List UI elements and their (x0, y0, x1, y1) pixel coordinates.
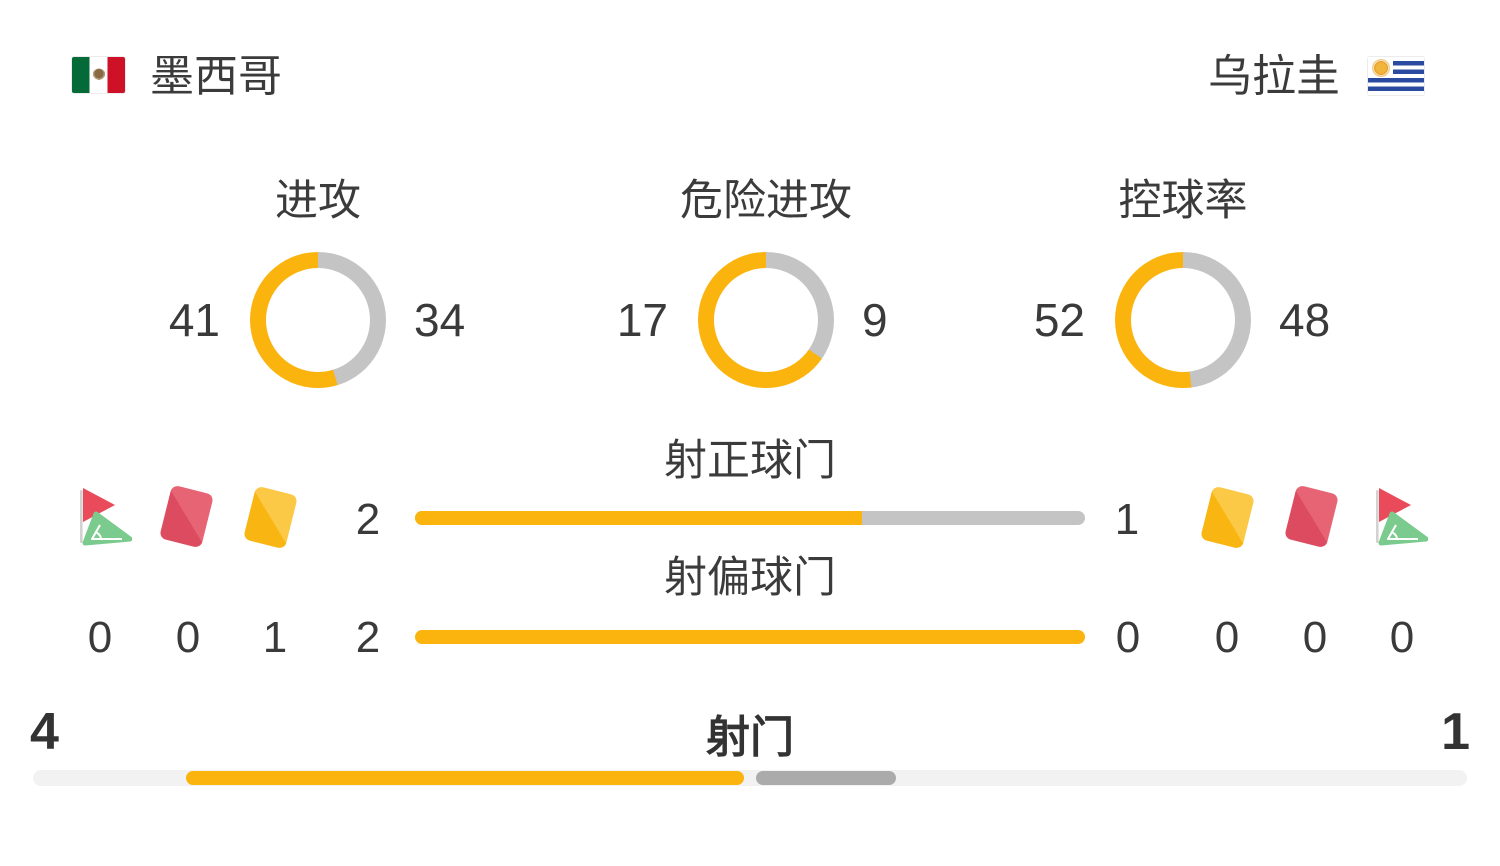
corner-flag-icon (80, 488, 132, 546)
stat-title-shots-off-target: 射偏球门 (664, 554, 836, 602)
away-yellow-cards-count: 0 (1214, 613, 1240, 662)
shots-bar-home-fill (186, 771, 744, 785)
red-card-icon (158, 484, 215, 549)
stat-title-dangerous-attacks: 危险进攻 (680, 177, 852, 225)
stat-title-shots: 射门 (706, 713, 794, 762)
mexico-eagle-emblem (92, 68, 105, 82)
uruguay-flag-canton (1368, 57, 1394, 79)
attacks-away-value: 34 (414, 294, 466, 346)
possession-away-value: 48 (1279, 294, 1331, 346)
away-red-cards-count: 0 (1302, 613, 1328, 662)
possession-donut-chart (1115, 252, 1251, 388)
shots-on-target-home-value: 2 (355, 495, 381, 544)
dangerous-attacks-away-value: 9 (862, 294, 888, 346)
home-red-cards-count: 0 (175, 613, 201, 662)
stat-title-attacks: 进攻 (275, 177, 361, 225)
shots-on-target-bar (415, 511, 1085, 525)
shots-off-target-away-value: 0 (1115, 613, 1141, 662)
shots-on-target-bar-home-fill (415, 511, 862, 525)
shots-home-total: 4 (30, 703, 59, 761)
red-card-icon (1283, 484, 1340, 549)
stat-title-shots-on-target: 射正球门 (664, 437, 836, 485)
dangerous-attacks-home-value: 17 (616, 294, 668, 346)
attacks-donut-chart (250, 252, 386, 388)
home-corners-count: 0 (87, 613, 113, 662)
away-corners-count: 0 (1389, 613, 1415, 662)
home-team-name: 墨西哥 (150, 52, 282, 101)
shots-off-target-home-value: 2 (355, 613, 381, 662)
shots-off-target-bar (415, 630, 1085, 644)
uruguay-sun-icon (1373, 60, 1389, 76)
yellow-card-icon (242, 485, 299, 550)
home-yellow-cards-count: 1 (262, 613, 288, 662)
stat-title-possession: 控球率 (1118, 177, 1248, 225)
shots-off-target-bar-home-fill (415, 630, 1085, 644)
corner-flag-icon (1376, 488, 1428, 546)
yellow-card-icon (1199, 485, 1256, 550)
dangerous-attacks-donut-chart (698, 252, 834, 388)
shots-bar-away-fill (756, 771, 896, 785)
away-team-name: 乌拉圭 (1208, 52, 1340, 101)
possession-home-value: 52 (1033, 294, 1085, 346)
shots-on-target-away-value: 1 (1114, 495, 1140, 544)
mexico-flag-icon (72, 57, 125, 93)
attacks-home-value: 41 (168, 294, 220, 346)
uruguay-flag-icon (1368, 57, 1424, 95)
shots-away-total: 1 (1441, 703, 1470, 761)
